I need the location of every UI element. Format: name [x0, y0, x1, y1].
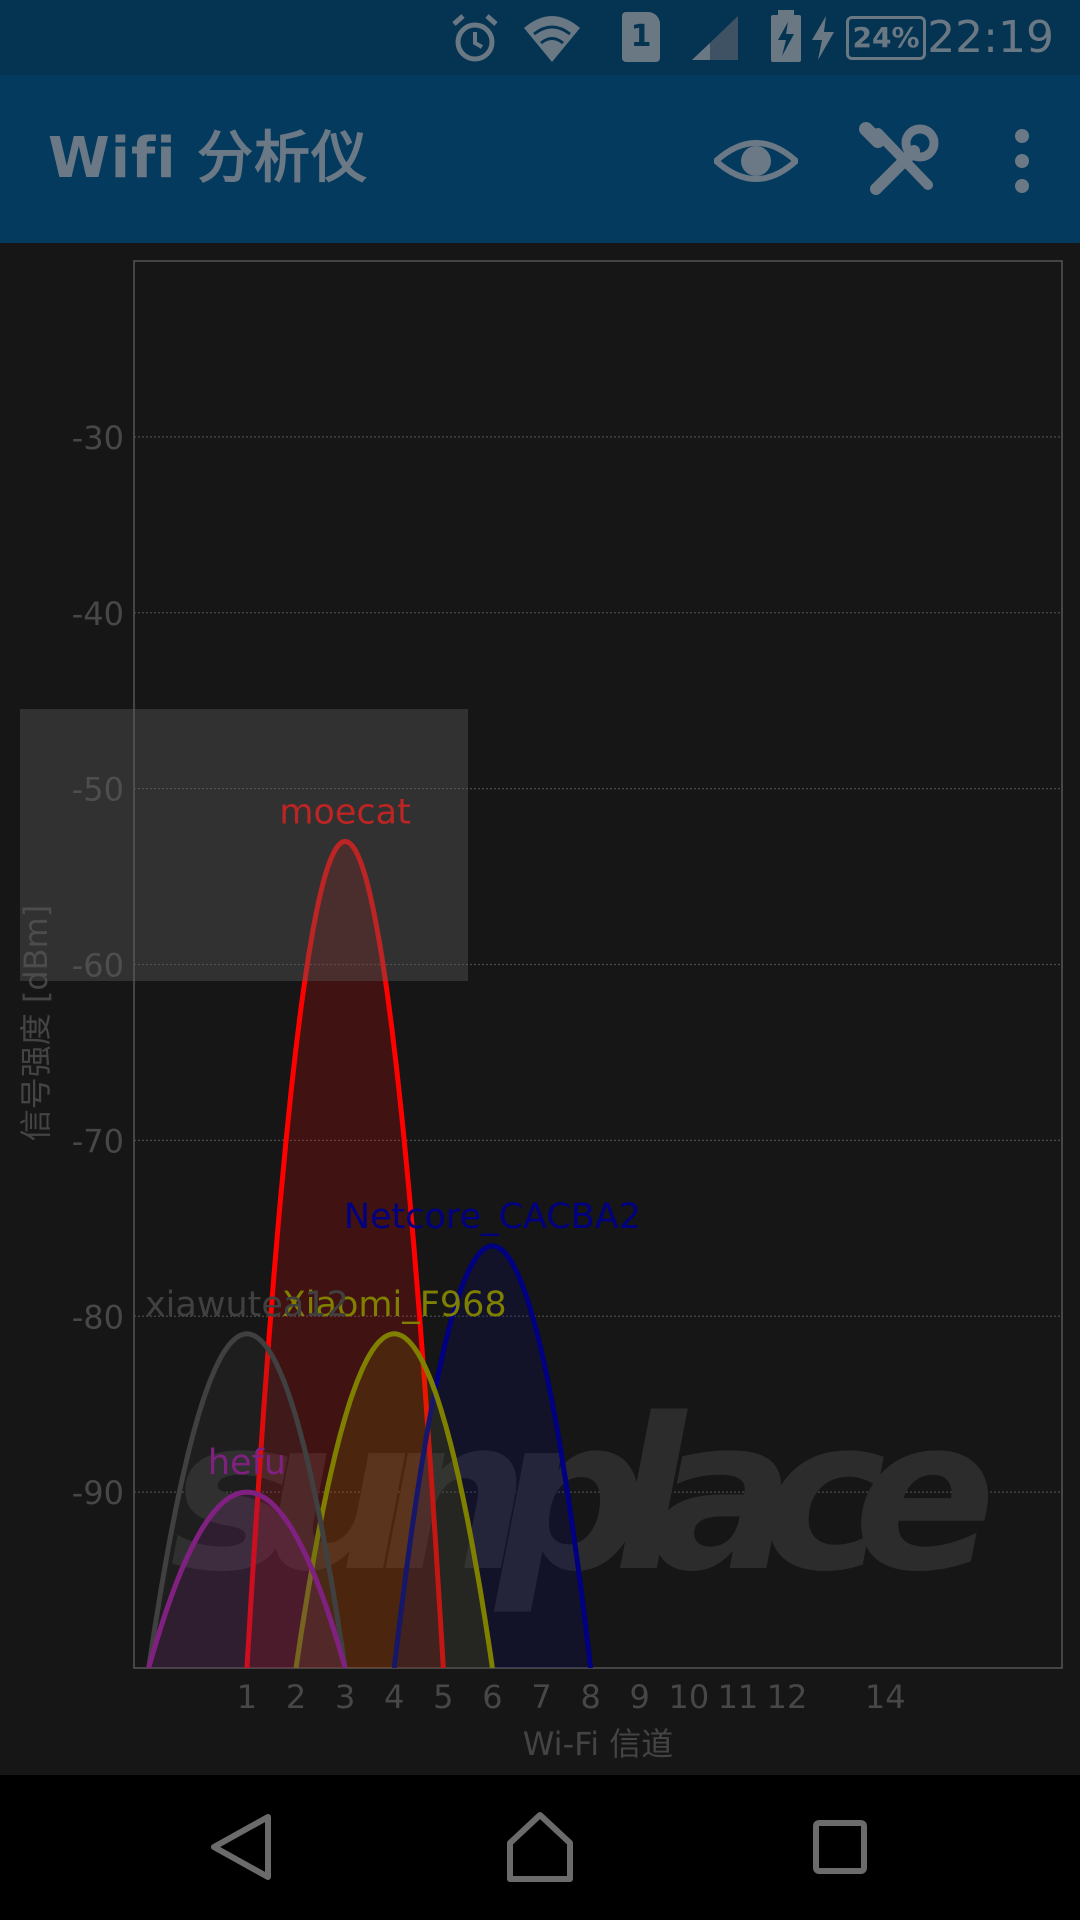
series-fill — [148, 1333, 346, 1668]
series-label: moecat — [279, 792, 410, 832]
x-tick-label: 5 — [433, 1678, 453, 1716]
eye-icon[interactable] — [714, 119, 798, 203]
charging-bolt-icon — [812, 16, 834, 60]
series-label: Netcore_CACBA2 — [344, 1197, 641, 1237]
series-line — [293, 1331, 495, 1668]
x-axis-label: Wi-Fi 信道 — [523, 1725, 674, 1763]
app-title: Wifi 分析仪 — [48, 126, 369, 191]
grid-group — [134, 436, 1062, 1493]
battery-charging-icon — [771, 10, 801, 62]
more-vert-icon[interactable] — [980, 119, 1064, 203]
x-tick-label: 3 — [335, 1678, 355, 1716]
series-label: Xiaomi_F968 — [282, 1285, 507, 1325]
y-axis-label: 信号强度 [dBm] — [17, 905, 55, 1142]
wifi-icon — [524, 16, 580, 62]
back-icon[interactable] — [192, 1797, 292, 1897]
y-tick-label: -30 — [72, 419, 124, 457]
sim-slot-label: 1 — [630, 19, 652, 54]
alarm-icon — [452, 14, 498, 62]
x-tick-label: 7 — [531, 1678, 551, 1716]
x-tick-labels: 1 2 3 4 5 6 7 8 9 10 11 12 14 — [237, 1678, 906, 1716]
series-label: hefu — [208, 1443, 286, 1483]
y-tick-label: -90 — [72, 1474, 124, 1512]
watermark: sunplace — [170, 1373, 1000, 1618]
series-label: xiawutea12 — [145, 1285, 349, 1325]
x-tick-label: 10 — [668, 1678, 709, 1716]
x-tick-label: 8 — [580, 1678, 600, 1716]
x-tick-label: 9 — [630, 1678, 650, 1716]
cell-signal-icon — [692, 16, 738, 60]
channel-graph-svg: -30-40-50-60-70-80-90 1 2 3 4 5 6 7 8 9 10 11 12 14 … — [17, 260, 1063, 1763]
battery-percent-box: 24% — [846, 16, 926, 60]
y-tick-label: -50 — [72, 771, 124, 809]
series-fill — [296, 1333, 493, 1668]
x-tick-label: 14 — [865, 1678, 906, 1716]
tools-icon[interactable] — [858, 119, 942, 203]
series-group — [146, 838, 594, 1668]
x-tick-label: 6 — [482, 1678, 502, 1716]
series-line — [244, 838, 446, 1668]
x-tick-label: 12 — [767, 1678, 808, 1716]
x-tick-label: 1 — [237, 1678, 257, 1716]
y-tick-labels: -30 -40 -50 -60 -70 -80 -90 — [72, 419, 124, 1512]
watermark-text: sunplace — [170, 1373, 1000, 1618]
x-tick-label: 2 — [286, 1678, 306, 1716]
selection-overlay — [20, 709, 468, 981]
series-line — [146, 1489, 348, 1668]
y-tick-label: -70 — [72, 1122, 124, 1160]
series-labels: moecat Netcore_CACBA2 Xiaomi_F968xiawutea1… — [145, 792, 641, 1483]
sim-card-icon: 1 — [622, 12, 660, 62]
x-tick-label: 4 — [384, 1678, 404, 1716]
home-icon[interactable] — [490, 1797, 590, 1897]
y-tick-label: -80 — [72, 1298, 124, 1336]
navigation-bar — [0, 1775, 1080, 1920]
status-clock: 22:19 — [927, 12, 1054, 63]
y-tick-label: -40 — [72, 595, 124, 633]
status-bar: 1 24% 22:19 — [0, 0, 1080, 75]
y-tick-label: -60 — [72, 947, 124, 985]
app-bar: Wifi 分析仪 — [0, 75, 1080, 243]
series-line — [391, 1243, 594, 1668]
recents-icon[interactable] — [790, 1797, 890, 1897]
x-tick-label: 11 — [718, 1678, 759, 1716]
series-fill — [148, 1492, 346, 1668]
channel-graph[interactable]: -30 -40 -50 -60 -70 -80 -90 1 2 3 4 5 6 7 8 9 10 11 12 14 … — [0, 243, 1080, 1775]
series-line — [146, 1331, 348, 1668]
battery-percent-label: 24% — [852, 21, 920, 54]
